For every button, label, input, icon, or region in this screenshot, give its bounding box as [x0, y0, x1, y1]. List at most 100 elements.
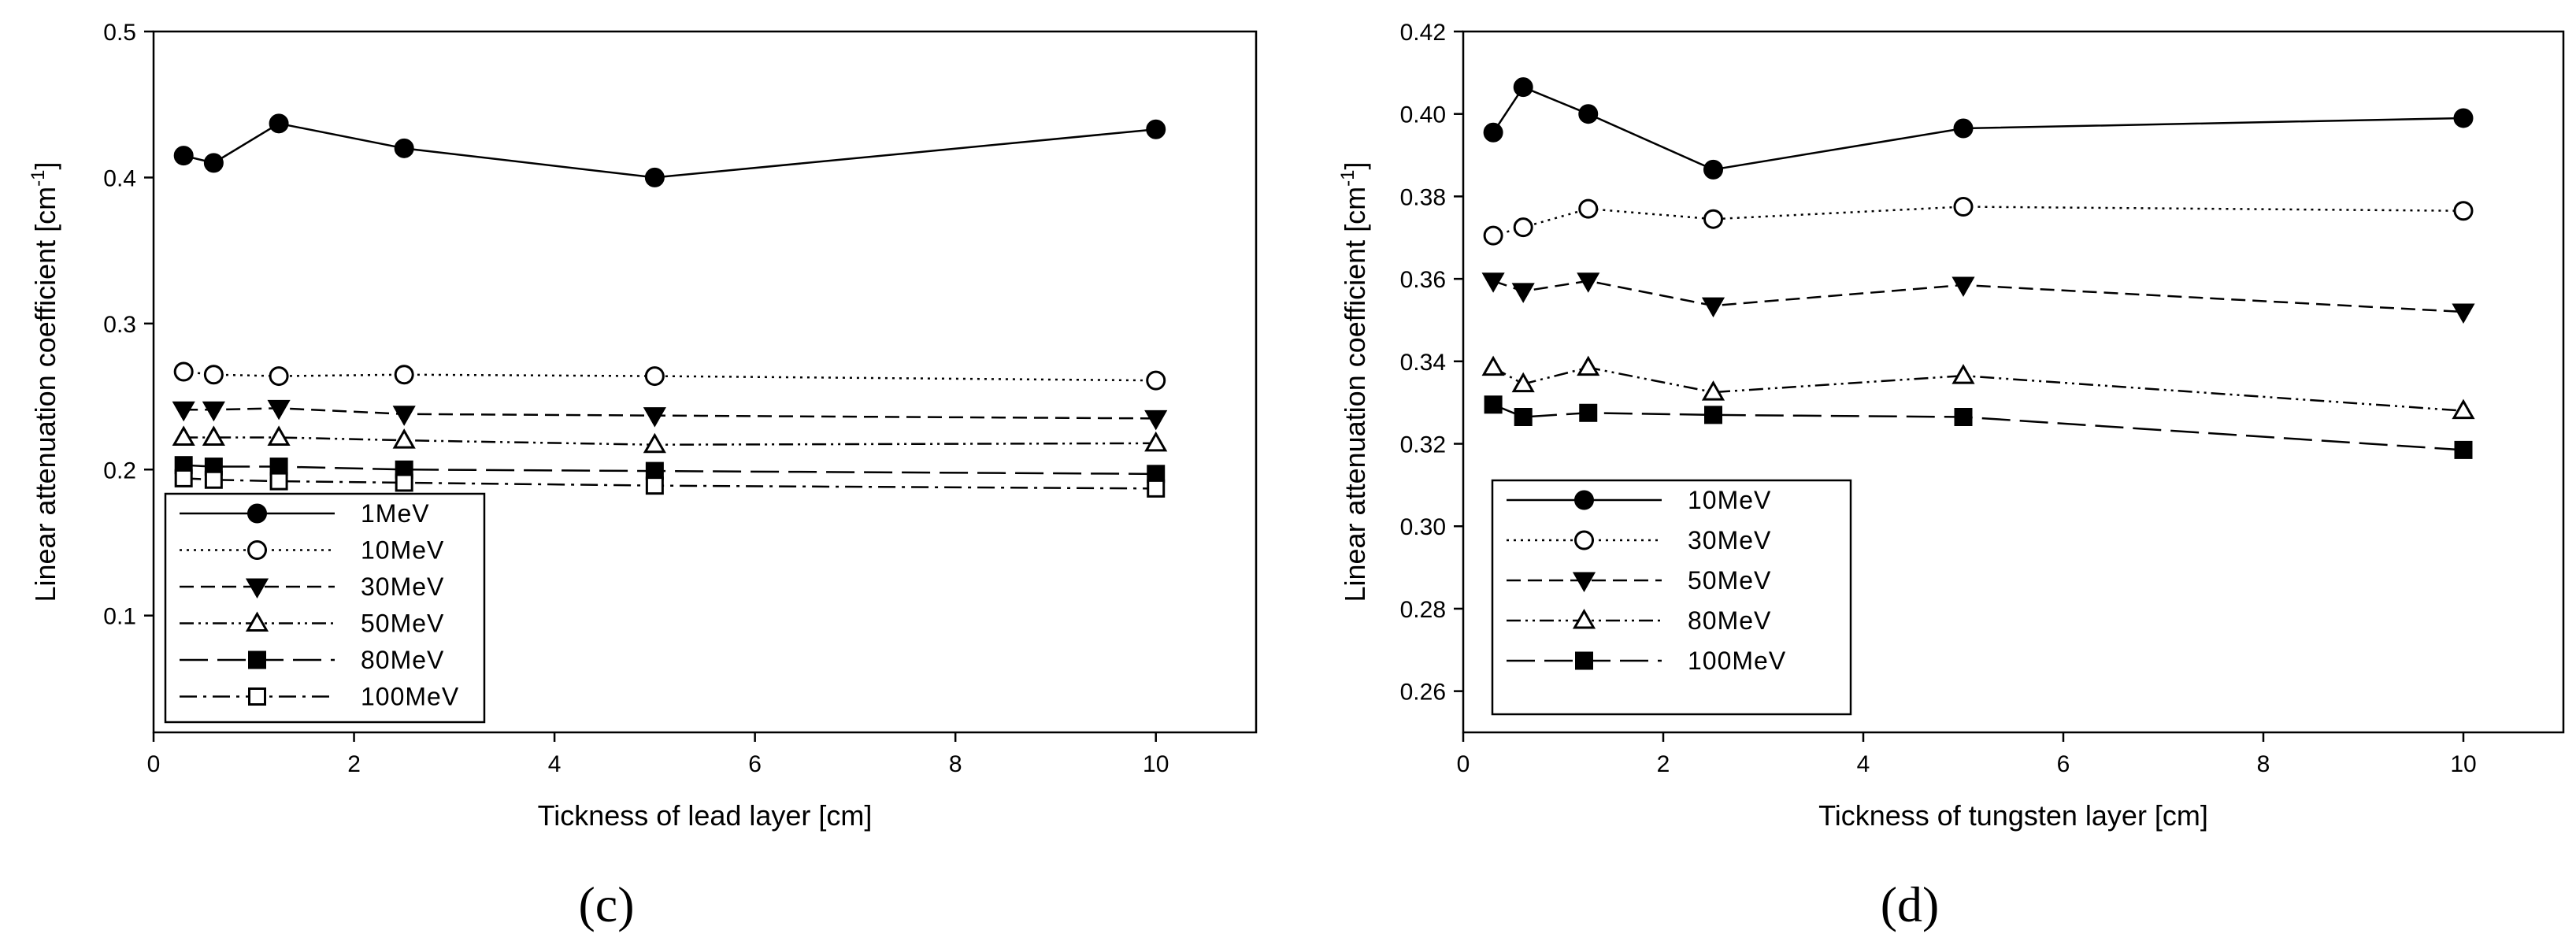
data-point [2454, 440, 2473, 459]
panel-label-d: (d) [1881, 876, 1940, 932]
series-line [1492, 366, 2464, 412]
y-tick-label: 0.30 [1400, 514, 1446, 540]
legend-marker [248, 687, 266, 706]
legend-marker [1574, 530, 1594, 550]
data-point [1147, 465, 1166, 484]
x-axis-label: Tickness of tungsten layer [cm] [1818, 799, 2208, 832]
data-point [1511, 372, 1535, 393]
data-point [644, 167, 665, 187]
legend-marker [247, 540, 267, 560]
legend-entry: 100MeV [1507, 647, 1786, 675]
y-tick-label: 0.28 [1400, 597, 1446, 623]
data-point [643, 407, 666, 428]
data-point [645, 476, 664, 495]
data-point [1511, 283, 1535, 303]
plot-frame [1462, 30, 2565, 734]
series-line [183, 407, 1156, 420]
chart-c: 0 2 4 6 8 10 0.1 0.2 0.3 0.4 0.5 Tickness of lead l… [28, 20, 1258, 832]
series-80MeV [174, 456, 1166, 484]
legend: 10MeV 30MeV 50MeV 80MeV 100MeV [1491, 479, 1852, 716]
y-tick-label: 0.1 [103, 604, 136, 630]
data-point [203, 153, 224, 173]
data-point [1951, 276, 1975, 297]
legend-label: 30MeV [1688, 526, 1771, 554]
data-point [1146, 370, 1166, 391]
series-10MeV [173, 361, 1166, 391]
y-tick-label: 0.3 [103, 312, 136, 338]
data-point [1144, 431, 1168, 452]
legend-entry: 50MeV [180, 610, 444, 638]
legend-label: 80MeV [361, 646, 444, 674]
legend-label: 1MeV [361, 499, 430, 528]
legend-label: 50MeV [1688, 566, 1771, 595]
data-point [172, 425, 195, 446]
chart-d: 0 2 4 6 8 10 0.26 0.28 0.30 0.32 0.34 0.36 0.38 0.40 0… [1337, 20, 2565, 832]
series-line [183, 436, 1156, 446]
series-line [183, 370, 1156, 382]
series-50MeV [172, 425, 1168, 454]
data-point [1703, 159, 1723, 180]
panel-label-c: (c) [578, 876, 634, 932]
x-tick-label: 10 [2450, 751, 2476, 777]
data-point [1578, 198, 1599, 219]
y-tick-label: 0.4 [103, 165, 136, 191]
x-tick-label: 6 [748, 751, 762, 777]
series-10MeV [1483, 77, 2474, 180]
series-line [183, 122, 1156, 179]
legend-entry: 1MeV [180, 499, 430, 528]
data-point [202, 425, 225, 446]
legend-label: 100MeV [1688, 647, 1786, 675]
series-30MeV [1483, 197, 2474, 246]
data-point [173, 146, 194, 166]
y-axis-label: Linear attenuation coefficient [cm-1] [28, 161, 61, 602]
legend-label: 10MeV [1688, 486, 1771, 514]
data-point [392, 406, 416, 426]
x-tick-label: 4 [548, 751, 562, 777]
data-point [269, 113, 289, 134]
data-point [1577, 355, 1600, 376]
data-point [1147, 479, 1166, 498]
legend-label: 50MeV [361, 610, 444, 638]
data-point [1484, 395, 1503, 414]
y-tick-label: 0.42 [1400, 20, 1446, 46]
data-point [1579, 403, 1598, 422]
data-point [1144, 410, 1168, 431]
series-30MeV [172, 399, 1168, 431]
data-point [644, 366, 665, 387]
data-point [269, 472, 288, 491]
series-1MeV [173, 113, 1166, 187]
data-point [1703, 209, 1723, 229]
y-tick-label: 0.26 [1400, 680, 1446, 706]
legend-marker [1572, 608, 1596, 629]
x-tick-label: 4 [1857, 751, 1870, 777]
legend-label: 30MeV [361, 573, 444, 601]
data-point [174, 469, 193, 487]
x-tick-label: 2 [1657, 751, 1670, 777]
series-line [1492, 280, 2464, 313]
y-axis-label: Linear attenuation coefficient [cm-1] [1337, 161, 1371, 602]
x-tick-label: 0 [147, 751, 161, 777]
legend-entry: 80MeV [180, 646, 444, 674]
data-point [2453, 201, 2474, 221]
y-tick-label: 0.36 [1400, 267, 1446, 293]
y-tick-label: 0.34 [1400, 350, 1446, 376]
legend-label: 10MeV [361, 536, 444, 565]
y-tick-label: 0.40 [1400, 102, 1446, 128]
legend-entry: 10MeV [180, 536, 444, 565]
data-point [395, 473, 413, 492]
series-line [183, 464, 1156, 476]
legend-entry: 30MeV [180, 573, 444, 601]
data-point [1701, 380, 1725, 401]
data-point [1578, 104, 1599, 124]
legend-label: 100MeV [361, 683, 459, 711]
data-point [1954, 408, 1973, 426]
legend-entry: 100MeV [180, 683, 459, 711]
series-100MeV [174, 469, 1166, 498]
data-point [1513, 217, 1533, 238]
legend-marker [1575, 651, 1593, 670]
data-point [269, 366, 289, 387]
data-point [1953, 197, 1974, 217]
data-point [1483, 225, 1503, 246]
x-axis-label: Tickness of lead layer [cm] [538, 799, 873, 832]
